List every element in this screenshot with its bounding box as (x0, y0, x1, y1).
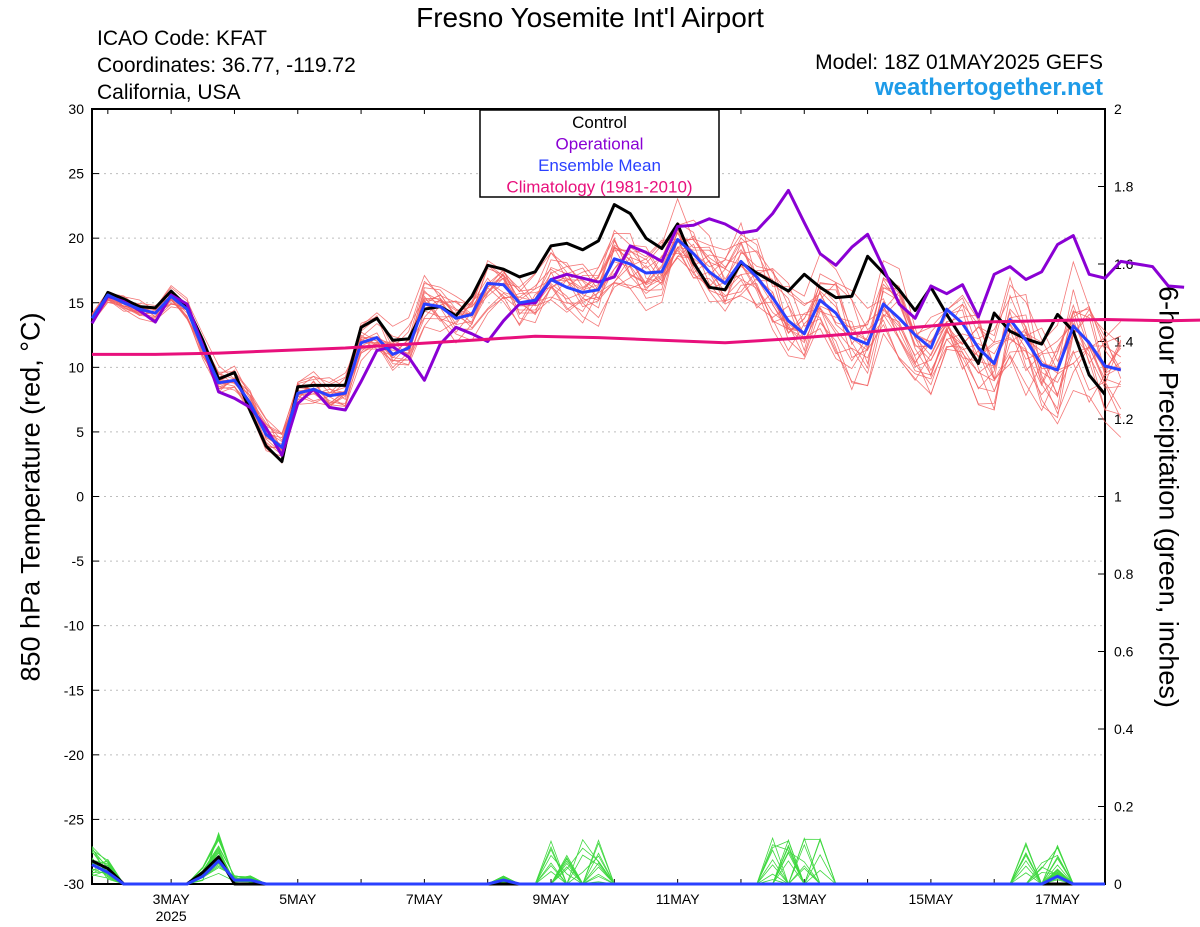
x-tick-label: 7MAY (406, 891, 444, 907)
ensemble-mean-precip-line (91, 859, 1105, 886)
x-tick-label: 13MAY (782, 891, 828, 907)
control-temp-line (90, 203, 1107, 464)
axes: 302520151050-5-10-15-20-25-3021.81.61.41… (64, 101, 1134, 924)
y-tick-label-left: 25 (68, 166, 84, 182)
legend-entry: Climatology (1981-2010) (506, 178, 692, 197)
x-tick-label: 9MAY (532, 891, 570, 907)
y-tick-label-left: 15 (68, 295, 84, 311)
y-tick-label-left: 0 (76, 489, 84, 505)
ensemble-members (91, 197, 1122, 886)
y-tick-label-left: -10 (64, 618, 84, 634)
y-tick-label-right: 0.6 (1114, 644, 1134, 660)
y-tick-label-left: -20 (64, 747, 84, 763)
y-tick-label-right: 1.8 (1114, 179, 1134, 195)
y-tick-label-left: -5 (72, 553, 85, 569)
y-tick-label-left: 20 (68, 230, 84, 246)
grid-lines (92, 173, 1105, 820)
icao-code: ICAO Code: KFAT (97, 27, 267, 50)
y-tick-label-left: -30 (64, 876, 84, 892)
x-tick-label: 3MAY (153, 891, 191, 907)
x-tick-label: 15MAY (908, 891, 954, 907)
model-run: Model: 18Z 01MAY2025 GEFS (815, 51, 1103, 74)
y-tick-label-right: 1.6 (1114, 256, 1134, 272)
y-tick-label-right: 0.2 (1114, 799, 1134, 815)
y-tick-label-right: 0.4 (1114, 721, 1134, 737)
y-tick-label-left: 30 (68, 101, 84, 117)
x-tick-sublabel: 2025 (156, 908, 187, 924)
y-tick-label-left: 10 (68, 359, 84, 375)
series-lines (90, 188, 1200, 886)
legend-entry: Control (572, 113, 627, 132)
climatology-1981-2010-temp-line (92, 318, 1200, 356)
member-temp-line (91, 235, 1122, 448)
legend-entry: Operational (556, 135, 644, 154)
y-tick-label-left: 5 (76, 424, 84, 440)
y-tick-label-right: 0.8 (1114, 566, 1134, 582)
legend-box (479, 109, 720, 198)
y-tick-label-left: -15 (64, 682, 84, 698)
y-tick-label-right: 1 (1114, 489, 1122, 505)
chart-title: Fresno Yosemite Int'l Airport (416, 2, 764, 33)
member-temp-line (91, 197, 1121, 456)
member-temp-line (91, 222, 1122, 451)
y-tick-label-right: 2 (1114, 101, 1122, 117)
x-tick-label: 5MAY (279, 891, 317, 907)
legend: Control Operational Ensemble Mean Climatolo… (479, 109, 720, 198)
y-tick-label-left: -25 (64, 811, 84, 827)
site-link[interactable]: weathertogether.net (874, 74, 1103, 101)
ensemble-mean-temp-line (90, 238, 1122, 449)
x-tick-label: 17MAY (1035, 891, 1081, 907)
x-tick-label: 11MAY (656, 891, 700, 907)
y-tick-label-right: 0 (1114, 876, 1122, 892)
coordinates: Coordinates: 36.77, -119.72 (97, 54, 356, 77)
region: California, USA (97, 81, 241, 104)
legend-entry: Ensemble Mean (538, 156, 661, 175)
